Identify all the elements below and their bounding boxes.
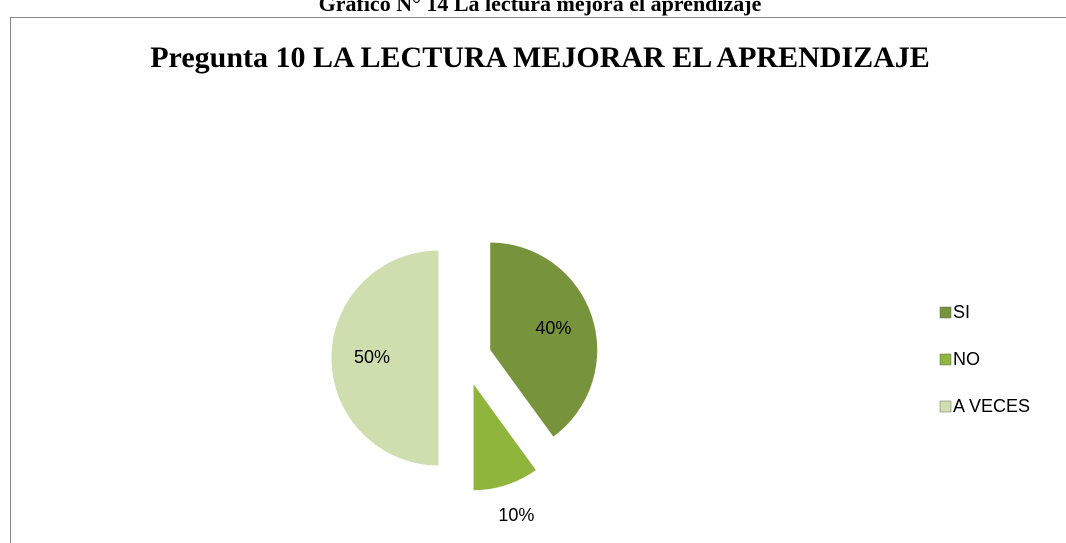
legend-label: NO: [953, 349, 980, 369]
legend-label: A VECES: [953, 396, 1030, 416]
chart-title: Pregunta 10 LA LECTURA MEJORAR EL APREND…: [150, 41, 930, 74]
legend-label: SI: [953, 302, 970, 322]
caption: Gráfico N° 14 La lectura mejora el apren…: [319, 0, 762, 16]
legend-swatch: [939, 353, 952, 366]
legend-swatch: [939, 306, 952, 319]
data-label: 50%: [354, 347, 390, 367]
pie-slice: [330, 249, 440, 467]
pie-slice: [489, 241, 599, 439]
data-label: 40%: [535, 318, 571, 338]
data-label: 10%: [498, 505, 534, 525]
pie-slice: [472, 381, 538, 492]
legend-swatch: [939, 400, 952, 413]
